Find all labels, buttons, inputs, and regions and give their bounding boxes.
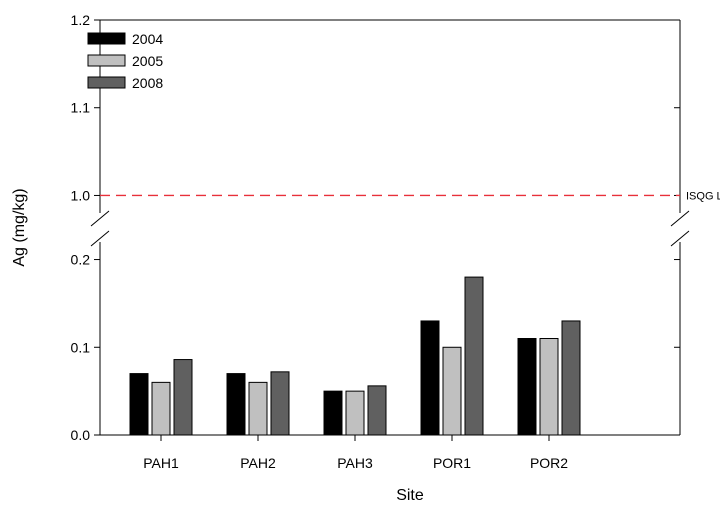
bar-por1-2004 <box>421 321 439 435</box>
y-tick-label: 1.0 <box>71 187 91 203</box>
x-tick-label: PAH2 <box>240 455 276 471</box>
y-tick-label: 0.0 <box>71 427 91 443</box>
bar-pah2-2004 <box>227 374 245 435</box>
bar-pah2-2005 <box>249 382 267 435</box>
bar-pah1-2004 <box>130 374 148 435</box>
bar-por2-2008 <box>562 321 580 435</box>
x-tick-label: POR2 <box>530 455 568 471</box>
legend-label-2004: 2004 <box>132 31 163 47</box>
bar-pah3-2005 <box>346 391 364 435</box>
bar-por2-2005 <box>540 339 558 436</box>
legend-swatch-2004 <box>88 33 125 44</box>
y-tick-label: 1.1 <box>71 100 91 116</box>
x-tick-label: PAH3 <box>337 455 373 471</box>
reference-line-label: ISQG Low <box>686 190 720 202</box>
legend-label-2005: 2005 <box>132 53 163 69</box>
bar-pah2-2008 <box>271 372 289 435</box>
bar-por1-2008 <box>465 277 483 435</box>
bars <box>130 277 580 435</box>
legend-swatch-2008 <box>88 77 125 88</box>
bar-pah1-2005 <box>152 382 170 435</box>
y-tick-label: 1.2 <box>71 12 91 28</box>
bar-por1-2005 <box>443 347 461 435</box>
bar-por2-2004 <box>518 339 536 436</box>
y-axis-title: Ag (mg/kg) <box>11 188 28 266</box>
legend: 2004 2005 2008 <box>88 31 163 91</box>
y-tick-label: 0.2 <box>71 252 91 268</box>
bar-pah3-2008 <box>368 386 386 435</box>
reference-line-group: ISQG Low <box>100 190 720 202</box>
x-tick-label: POR1 <box>433 455 471 471</box>
right-break-mark-upper <box>671 211 689 226</box>
legend-label-2008: 2008 <box>132 75 163 91</box>
bar-pah3-2004 <box>324 391 342 435</box>
x-axis-title: Site <box>396 487 424 504</box>
bar-pah1-2008 <box>174 360 192 435</box>
x-tick-label: PAH1 <box>143 455 179 471</box>
legend-swatch-2005 <box>88 55 125 66</box>
left-break-mark-upper <box>91 211 109 226</box>
y-tick-label: 0.1 <box>71 339 91 355</box>
